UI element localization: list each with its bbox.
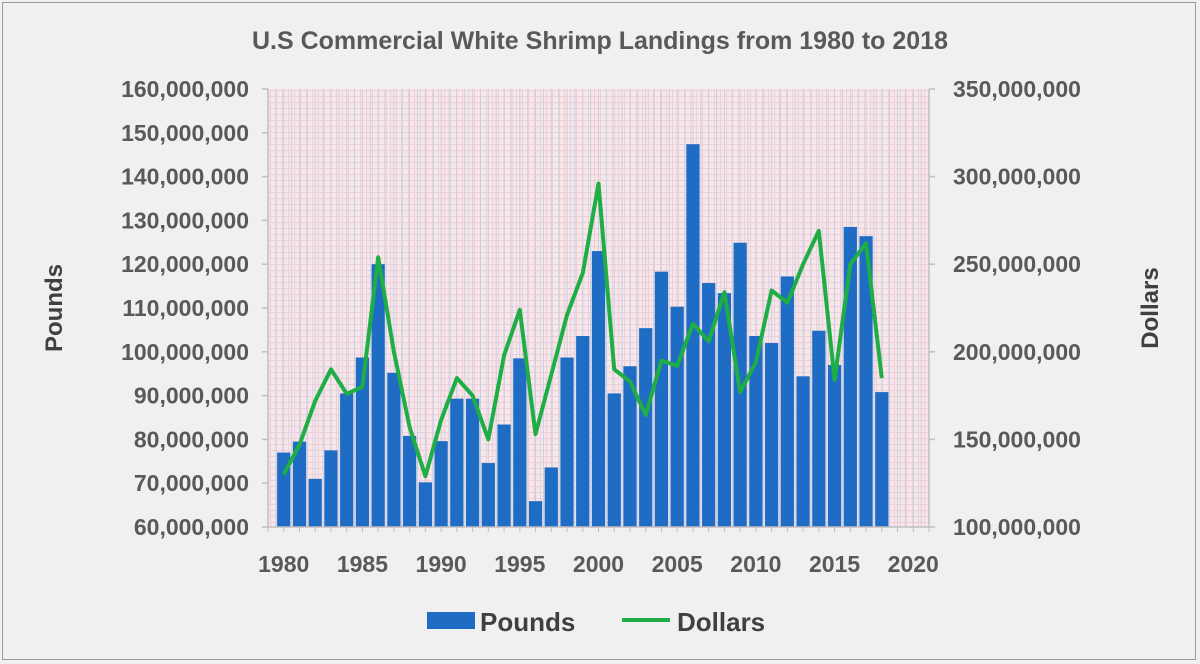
pounds-bar-1985 [355,357,370,527]
y2-tick-label: 250,000,000 [953,251,1081,277]
pounds-bars [277,144,889,528]
y2-tick-label: 350,000,000 [953,76,1081,102]
y-axis-title: Pounds [41,264,68,352]
pounds-bar-1998 [560,357,574,527]
pounds-bar-1981 [292,441,307,527]
pounds-bar-1984 [340,393,354,527]
dollars-line-layer [281,181,884,479]
y-tick-label: 150,000,000 [121,120,249,146]
legend: Pounds Dollars [427,607,765,637]
legend-pounds-label: Pounds [480,607,575,637]
pounds-bar-2011 [765,343,779,527]
pounds-bar-1989 [418,482,432,527]
right-axis-ticks: 350,000,000 300,000,000 250,000,000 200,000… [929,76,1081,540]
pounds-bar-1994 [497,424,511,527]
y-tick-label: 110,000,000 [122,295,249,321]
pounds-bar-2000 [591,251,606,527]
pounds-bar-2010 [749,336,763,527]
y2-tick-label: 200,000,000 [953,339,1081,365]
x-tick-label: 1985 [337,551,388,577]
y-tick-label: 70,000,000 [134,470,249,496]
pounds-bar-2002 [623,366,637,527]
y-tick-label: 160,000,000 [121,76,249,102]
y-tick-label: 140,000,000 [121,164,249,190]
pounds-bar-2001 [607,393,621,527]
x-axis-ticks: 1980 1985 1990 1995 2000 2005 2010 2015 2020 [258,527,939,577]
y-tick-label: 130,000,000 [121,207,249,233]
x-tick-label: 2005 [652,551,703,577]
x-tick-label: 1995 [494,551,545,577]
pounds-bar-1999 [576,336,590,527]
pounds-bar-2004 [654,271,669,527]
x-tick-label: 2015 [809,551,860,577]
pounds-bar-2013 [796,376,810,527]
pounds-bar-1987 [387,372,401,527]
y-tick-label: 120,000,000 [121,251,249,277]
pounds-bar-2014 [812,330,826,527]
pounds-bar-1992 [465,398,480,527]
pounds-bar-1986 [371,264,385,527]
y-tick-label: 90,000,000 [134,383,249,409]
y-tick-label: 60,000,000 [134,514,249,540]
y-tick-label: 80,000,000 [134,426,249,452]
pounds-bar-2018 [875,392,889,527]
pounds-bar-2003 [639,328,653,527]
pounds-bar-1990 [434,441,448,527]
chart-title: U.S Commercial White Shrimp Landings fro… [252,27,948,55]
y2-axis-title: Dollars [1137,267,1164,348]
pounds-bar-1995 [513,358,527,527]
pounds-bar-1988 [403,435,417,527]
pounds-bar-2005 [670,306,684,527]
x-tick-label: 1980 [258,551,309,577]
pounds-bar-1983 [324,450,338,527]
pounds-bar-1997 [544,467,558,527]
pounds-bar-2007 [702,283,716,527]
y-tick-label: 100,000,000 [121,339,249,365]
pounds-bar-2008 [717,293,732,527]
x-tick-label: 1990 [416,551,467,577]
pounds-bar-1982 [308,478,322,527]
left-axis-ticks: 160,000,000 150,000,000 140,000,000 130,000… [121,76,268,540]
pounds-bar-2015 [827,364,842,527]
x-tick-label: 2020 [888,551,939,577]
pounds-bar-2017 [859,236,873,527]
y2-tick-label: 300,000,000 [953,164,1081,190]
legend-dollars-label: Dollars [677,607,765,637]
y2-tick-label: 150,000,000 [953,426,1081,452]
pounds-bar-1991 [450,398,464,527]
pounds-bar-1993 [481,463,495,527]
pounds-bar-1996 [528,501,543,527]
x-tick-label: 2000 [573,551,624,577]
pounds-bar-2006 [686,144,700,528]
pounds-bar-2012 [780,276,794,527]
x-tick-label: 2010 [730,551,781,577]
legend-pounds-swatch [427,612,475,629]
y2-tick-label: 100,000,000 [953,514,1081,540]
